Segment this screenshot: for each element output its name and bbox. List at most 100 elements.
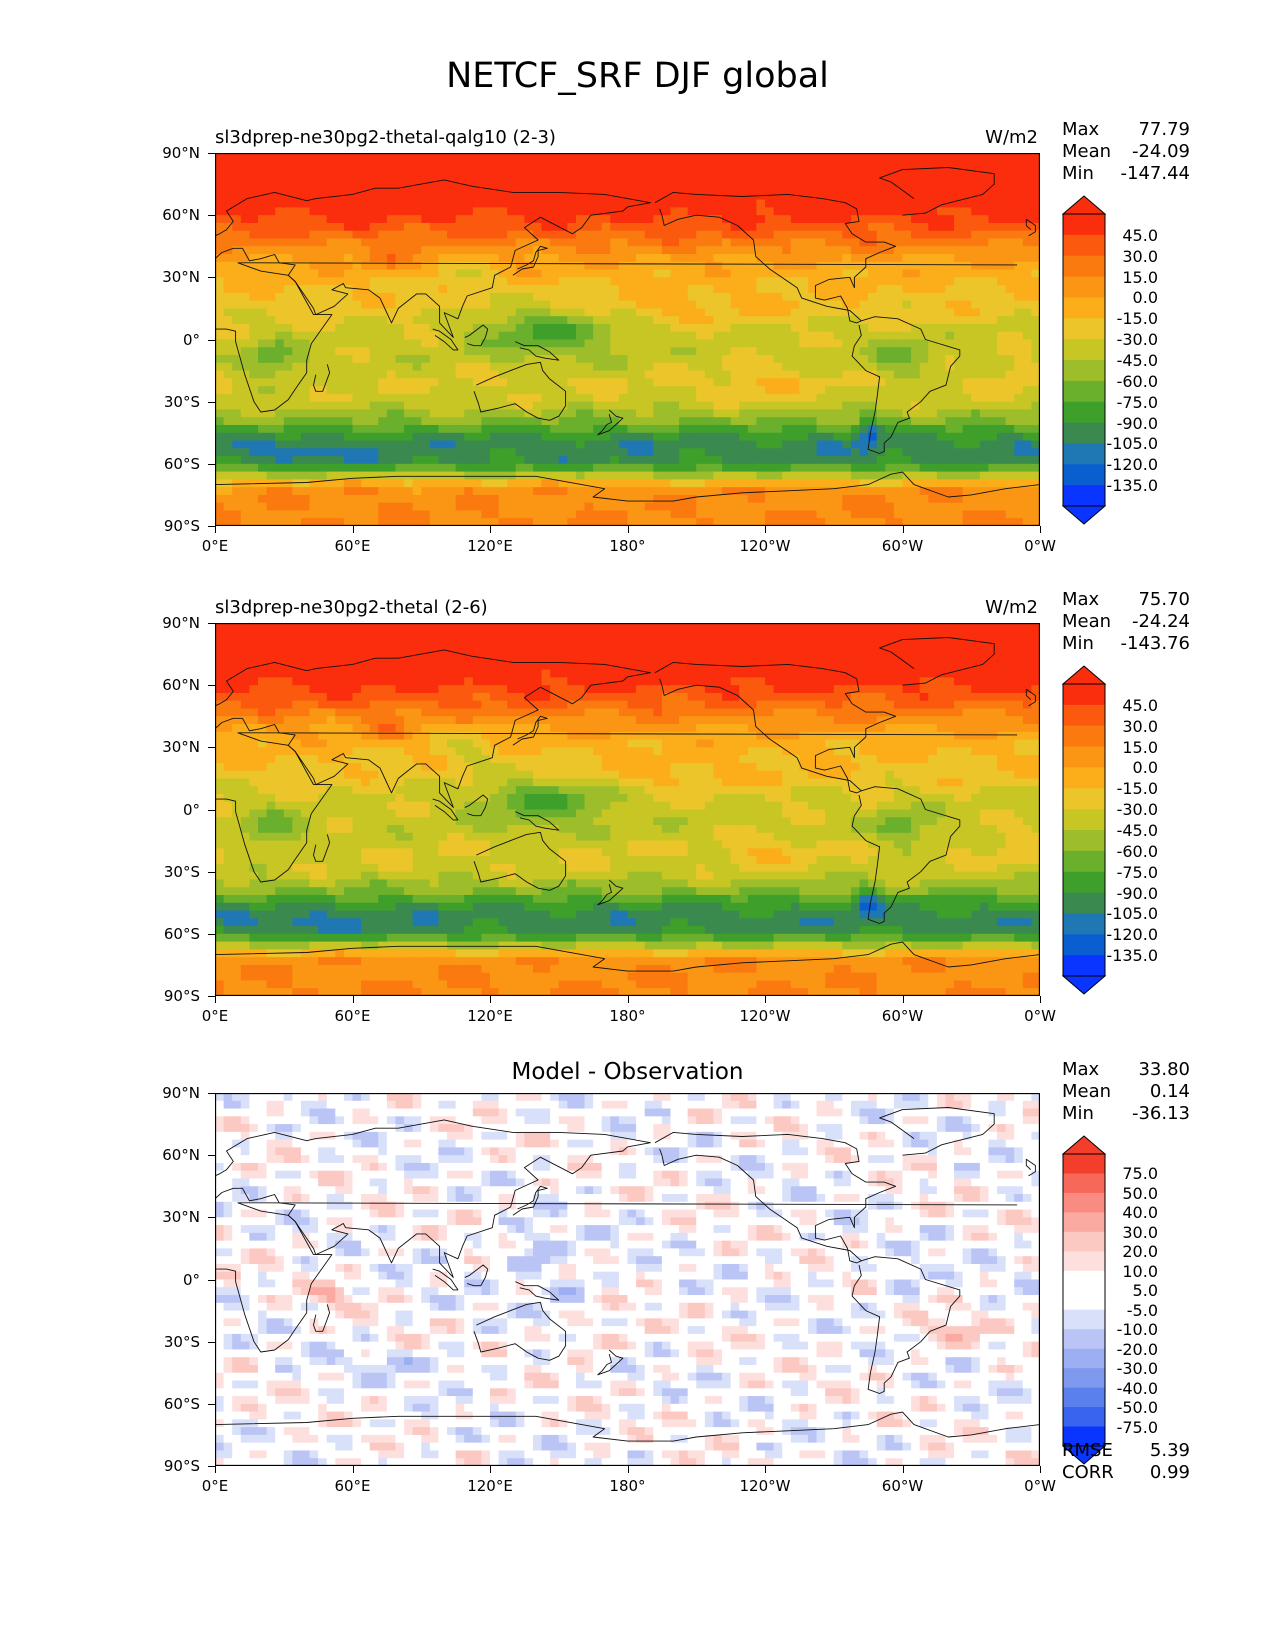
colorbar-tick-label: -75.0: [1116, 862, 1158, 882]
y-tick-mark: [208, 1279, 215, 1281]
map-plot: [215, 153, 1040, 526]
colorbar-tick-label: 30.0: [1122, 1222, 1158, 1242]
x-tick-label: 60°E: [334, 1007, 371, 1025]
y-tick-mark: [208, 1155, 215, 1157]
stat-max-label: Max: [1062, 1059, 1100, 1080]
y-tick-mark: [208, 526, 215, 527]
y-tick-label: 90°N: [162, 144, 200, 162]
stat-min-value: -143.76: [1120, 633, 1190, 654]
coastline-borneo: [464, 1264, 489, 1287]
x-tick-mark: [1040, 1466, 1041, 1473]
coastline-sumatra: [432, 1268, 459, 1291]
field-grid: [215, 153, 1040, 526]
y-tick-mark: [208, 1403, 215, 1405]
coastline-nz: [597, 409, 624, 436]
rmse-label: RMSE: [1062, 1440, 1113, 1461]
map-svg: [215, 623, 1040, 996]
x-tick-mark: [765, 996, 766, 1003]
colorbar-tick-label: -135.0: [1106, 946, 1158, 966]
colorbar-swatch: [1063, 1192, 1105, 1213]
stat-mean-value: -24.24: [1131, 611, 1190, 632]
y-tick-mark: [208, 1093, 215, 1094]
colorbar-swatch: [1063, 955, 1105, 977]
y-tick-mark: [208, 623, 215, 624]
y-tick-mark: [208, 809, 215, 811]
colorbar-tick-label: 0.0: [1132, 288, 1158, 308]
coastline-eurasia: [215, 1119, 651, 1278]
coastline-nz: [597, 1349, 624, 1376]
colorbar-swatch: [1063, 276, 1105, 298]
x-tick-label: 60°E: [334, 1477, 371, 1495]
stat-min-label: Min: [1062, 1103, 1094, 1124]
colorbar-swatch: [1063, 1251, 1105, 1272]
colorbar-swatch: [1063, 850, 1105, 873]
stat-min-label: Min: [1062, 633, 1094, 654]
colorbar-outline: [1062, 683, 1106, 977]
colorbar-tick-label: -30.0: [1116, 800, 1158, 820]
colorbar-tick-label: -40.0: [1116, 1378, 1158, 1398]
coastline-japan: [512, 245, 548, 276]
coastline-africa: [215, 732, 1018, 883]
y-tick-label: 30°N: [162, 1208, 200, 1227]
coastline-namerica: [654, 661, 897, 794]
x-tick-mark: [765, 526, 766, 533]
colorbar-swatch: [1063, 1348, 1105, 1369]
y-tick-label: 0°: [182, 1270, 200, 1289]
colorbar-tick-label: -105.0: [1106, 434, 1158, 454]
y-tick-label: 30°N: [162, 738, 200, 757]
colorbar-swatch: [1063, 214, 1105, 236]
x-tick-mark: [490, 1466, 491, 1473]
colorbar-swatch: [1063, 684, 1105, 706]
y-tick-mark: [208, 685, 215, 687]
colorbar-swatch: [1063, 1154, 1105, 1174]
panel-title: sl3dprep-ne30pg2-thetal-qalg10 (2-3): [215, 127, 556, 148]
colorbar-swatch: [1063, 830, 1105, 852]
x-tick-mark: [627, 1466, 629, 1473]
colorbar-tick-label: -50.0: [1116, 1398, 1158, 1418]
y-tick-mark: [208, 339, 215, 341]
colorbar-swatch: [1063, 746, 1105, 768]
colorbar-tick-label: 30.0: [1122, 246, 1158, 266]
colorbar-extend-min: [1062, 975, 1107, 995]
colorbar-swatch: [1063, 485, 1105, 507]
colorbar-tick-label: 75.0: [1122, 1164, 1158, 1184]
colorbar-tick-label: 15.0: [1122, 737, 1158, 757]
colorbar-swatch: [1063, 913, 1105, 935]
colorbar-extend-max: [1062, 665, 1107, 685]
colorbar-tick-label: -30.0: [1116, 330, 1158, 350]
x-tick-label: 60°W: [881, 1007, 924, 1025]
coastline-uk: [1025, 1158, 1036, 1177]
x-tick-label: 0°W: [1024, 1007, 1056, 1025]
colorbar-tick-label: -10.0: [1116, 1320, 1158, 1340]
map-svg: [215, 153, 1040, 526]
corr-label: CORR: [1062, 1462, 1114, 1483]
x-tick-label: 60°E: [334, 537, 371, 555]
colorbar-tick-label: -120.0: [1106, 925, 1158, 945]
figure-title: NETCF_SRF DJF global: [446, 56, 829, 96]
coastline-borneo: [464, 794, 489, 817]
x-tick-mark: [902, 526, 904, 533]
x-tick-mark: [1040, 526, 1041, 533]
y-tick-label: 60°S: [163, 1394, 200, 1413]
colorbar-tick-label: 0.0: [1132, 758, 1158, 778]
coastline-africa: [215, 262, 1018, 413]
x-tick-mark: [352, 526, 354, 533]
x-tick-mark: [902, 996, 904, 1003]
x-tick-mark: [627, 996, 629, 1003]
map-border: [215, 623, 1040, 996]
colorbar-tick-label: -30.0: [1116, 1359, 1158, 1379]
colorbar-tick-label: 50.0: [1122, 1183, 1158, 1203]
panel-stats: Max 77.79 Mean -24.09 Min -147.44: [1062, 119, 1190, 185]
coastline-samerica: [851, 786, 961, 924]
field-grid: [215, 623, 1040, 996]
coastline-japan: [512, 715, 548, 746]
y-tick-label: 30°S: [163, 392, 200, 411]
coastline-antarctica: [215, 471, 1040, 502]
coastline-uk: [1025, 688, 1036, 707]
colorbar-swatch: [1063, 443, 1105, 465]
panel-title: sl3dprep-ne30pg2-thetal (2-6): [215, 597, 488, 618]
y-tick-label: 90°N: [162, 614, 200, 632]
coastline-madagascar: [313, 1304, 331, 1332]
map-svg: [215, 1093, 1040, 1466]
stat-max-value: 33.80: [1138, 1059, 1190, 1080]
